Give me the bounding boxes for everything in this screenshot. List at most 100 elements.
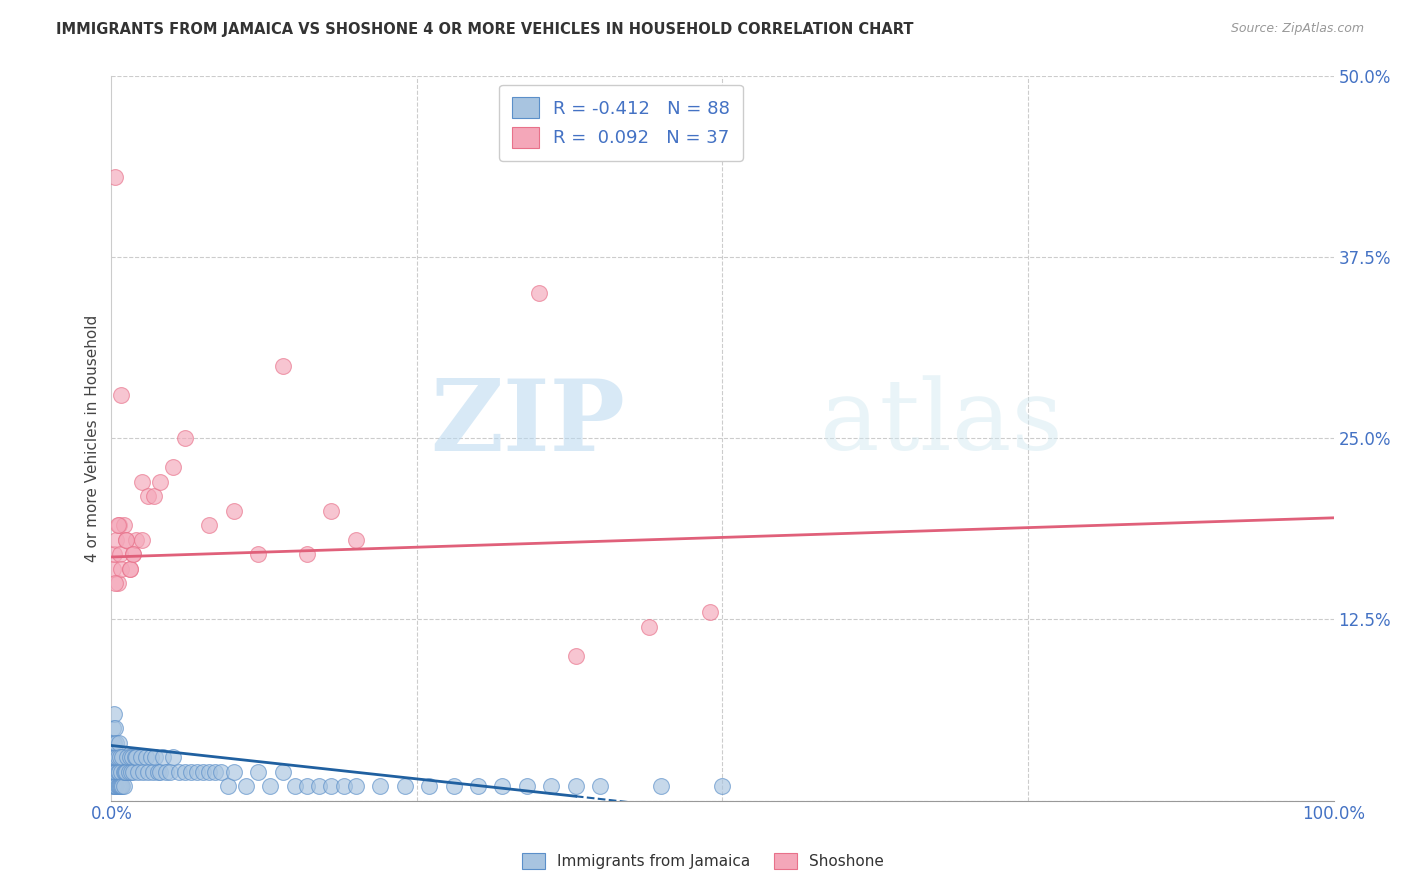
Point bbox=[152, 750, 174, 764]
Point bbox=[110, 764, 132, 779]
Point bbox=[142, 764, 165, 779]
Point bbox=[103, 547, 125, 561]
Point bbox=[467, 779, 489, 793]
Point bbox=[271, 764, 294, 779]
Point bbox=[271, 359, 294, 373]
Legend: R = -0.412   N = 88, R =  0.092   N = 37: R = -0.412 N = 88, R = 0.092 N = 37 bbox=[499, 85, 742, 161]
Point bbox=[118, 561, 141, 575]
Y-axis label: 4 or more Vehicles in Household: 4 or more Vehicles in Household bbox=[86, 315, 100, 562]
Point bbox=[110, 561, 132, 575]
Point bbox=[112, 779, 135, 793]
Point bbox=[149, 764, 172, 779]
Point bbox=[139, 750, 162, 764]
Point bbox=[103, 736, 125, 750]
Point bbox=[105, 779, 128, 793]
Point bbox=[105, 533, 128, 547]
Point bbox=[115, 764, 138, 779]
Point bbox=[491, 779, 513, 793]
Legend: Immigrants from Jamaica, Shoshone: Immigrants from Jamaica, Shoshone bbox=[516, 847, 890, 875]
Point bbox=[204, 764, 226, 779]
Point bbox=[131, 475, 153, 489]
Point bbox=[516, 779, 538, 793]
Point bbox=[104, 721, 127, 735]
Point bbox=[117, 750, 139, 764]
Point bbox=[235, 779, 257, 793]
Text: ZIP: ZIP bbox=[430, 375, 624, 472]
Point bbox=[162, 750, 184, 764]
Point bbox=[136, 764, 159, 779]
Point bbox=[699, 605, 721, 619]
Point bbox=[132, 764, 155, 779]
Point bbox=[198, 518, 221, 533]
Point bbox=[284, 779, 307, 793]
Point bbox=[101, 750, 124, 764]
Point bbox=[103, 764, 125, 779]
Point bbox=[125, 533, 148, 547]
Point bbox=[107, 736, 129, 750]
Point bbox=[127, 764, 149, 779]
Point bbox=[295, 779, 318, 793]
Point bbox=[122, 764, 145, 779]
Point bbox=[122, 547, 145, 561]
Point bbox=[155, 764, 177, 779]
Point bbox=[167, 764, 190, 779]
Point bbox=[173, 764, 195, 779]
Point bbox=[136, 489, 159, 503]
Point bbox=[129, 750, 152, 764]
Point bbox=[143, 489, 166, 503]
Point bbox=[101, 736, 124, 750]
Point bbox=[332, 779, 354, 793]
Point bbox=[198, 764, 221, 779]
Point bbox=[107, 576, 129, 591]
Point bbox=[540, 779, 562, 793]
Point bbox=[145, 750, 167, 764]
Text: atlas: atlas bbox=[820, 376, 1063, 472]
Point bbox=[222, 764, 245, 779]
Point bbox=[105, 764, 128, 779]
Point bbox=[108, 750, 131, 764]
Point bbox=[103, 750, 125, 764]
Point bbox=[104, 169, 127, 184]
Point bbox=[159, 764, 181, 779]
Point bbox=[589, 779, 612, 793]
Point bbox=[107, 779, 129, 793]
Point bbox=[135, 750, 157, 764]
Point bbox=[104, 576, 127, 591]
Point bbox=[107, 779, 129, 793]
Point bbox=[368, 779, 391, 793]
Point bbox=[711, 779, 734, 793]
Point bbox=[105, 736, 128, 750]
Point bbox=[118, 750, 141, 764]
Point bbox=[105, 750, 128, 764]
Point bbox=[443, 779, 465, 793]
Point bbox=[122, 547, 145, 561]
Point bbox=[103, 779, 125, 793]
Point bbox=[108, 779, 131, 793]
Point bbox=[146, 764, 169, 779]
Point bbox=[101, 764, 124, 779]
Point bbox=[125, 750, 148, 764]
Point bbox=[418, 779, 440, 793]
Point bbox=[344, 779, 367, 793]
Point bbox=[217, 779, 239, 793]
Point bbox=[103, 706, 125, 721]
Point bbox=[321, 779, 343, 793]
Point bbox=[149, 475, 172, 489]
Point bbox=[321, 503, 343, 517]
Point bbox=[259, 779, 281, 793]
Point bbox=[111, 750, 134, 764]
Point bbox=[104, 750, 127, 764]
Text: Source: ZipAtlas.com: Source: ZipAtlas.com bbox=[1230, 22, 1364, 36]
Point bbox=[527, 286, 550, 301]
Point bbox=[115, 533, 138, 547]
Point bbox=[101, 561, 124, 575]
Point bbox=[295, 547, 318, 561]
Point bbox=[108, 547, 131, 561]
Point bbox=[107, 518, 129, 533]
Point bbox=[112, 518, 135, 533]
Point bbox=[124, 750, 146, 764]
Point bbox=[111, 779, 134, 793]
Point bbox=[247, 764, 270, 779]
Point bbox=[308, 779, 330, 793]
Point bbox=[118, 561, 141, 575]
